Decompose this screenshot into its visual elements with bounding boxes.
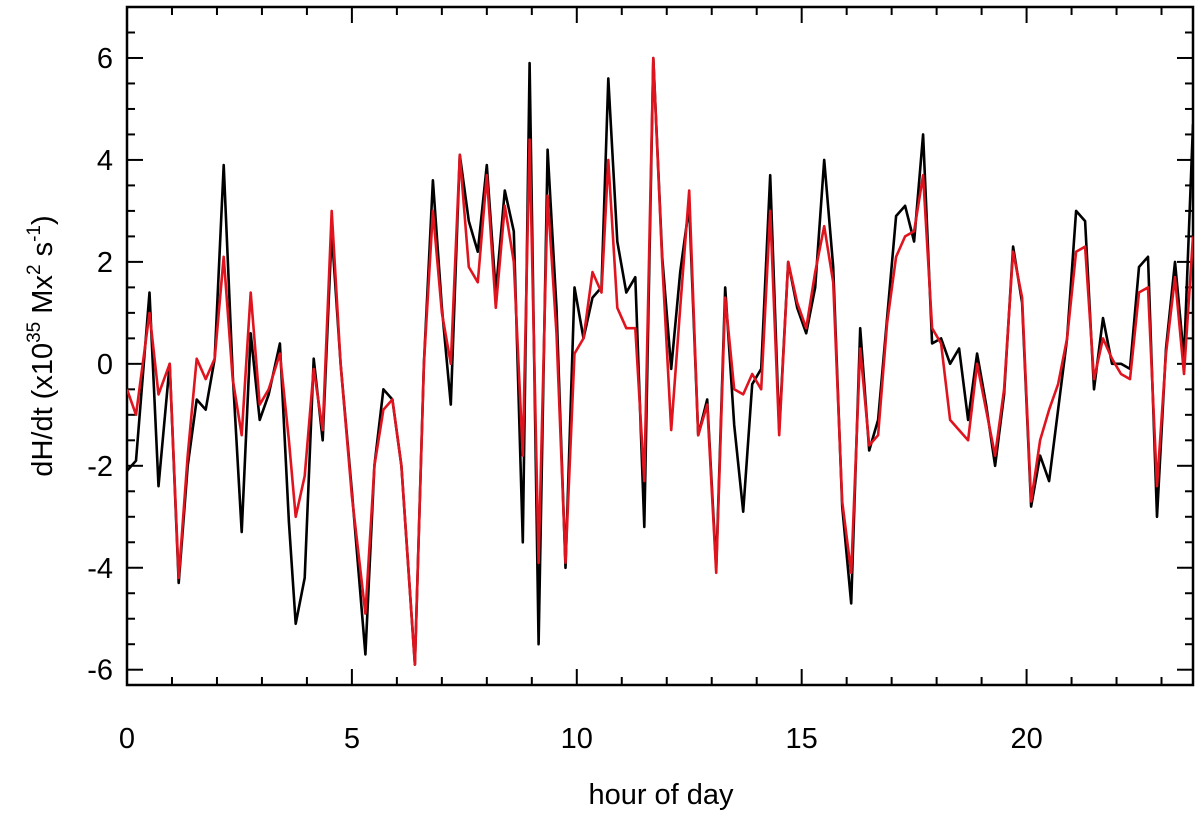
- y-axis-label-mx: Mx: [27, 275, 59, 322]
- y-tick-label: -2: [87, 451, 113, 483]
- y-axis-label-mx-exp: 2: [24, 264, 45, 275]
- y-tick-label: 4: [97, 145, 113, 177]
- y-axis-label-s-exp: -1: [24, 225, 45, 242]
- y-axis-tick-labels: -6 -4 -2 0 2 4 6: [87, 43, 113, 687]
- y-axis-ticks: [127, 6, 1193, 671]
- series-line-red: [127, 56, 1193, 666]
- y-axis-label-close: ): [27, 215, 59, 225]
- y-tick-label: -4: [87, 553, 113, 585]
- series-line-black: [127, 56, 1193, 666]
- x-tick-label: 20: [1010, 723, 1042, 755]
- y-tick-label: -6: [87, 655, 113, 687]
- y-axis-label-exp: 35: [24, 322, 45, 343]
- y-tick-label: 2: [97, 247, 113, 279]
- series-layer: [127, 56, 1193, 666]
- x-axis-label: hour of day: [588, 779, 734, 811]
- x-tick-label: 10: [561, 723, 593, 755]
- x-tick-label: 15: [786, 723, 818, 755]
- y-axis-label: dH/dt (x1035 Mx2 s-1): [24, 215, 59, 476]
- x-axis-tick-labels: 0 5 10 15 20: [119, 723, 1043, 755]
- y-axis-label-s: s: [27, 242, 59, 265]
- x-tick-label: 0: [119, 723, 135, 755]
- x-tick-label: 5: [344, 723, 360, 755]
- x-axis-ticks: [126, 7, 1163, 685]
- y-tick-label: 6: [97, 43, 113, 75]
- y-tick-label: 0: [97, 349, 113, 381]
- plot-border: [125, 5, 1195, 687]
- plot-frame: [125, 5, 1195, 687]
- y-axis-label-main: dH/dt (x10: [27, 343, 59, 477]
